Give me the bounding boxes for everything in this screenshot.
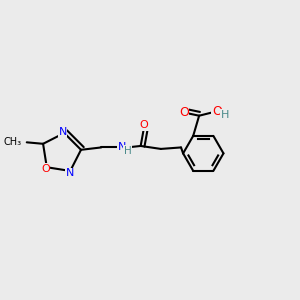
Text: N: N [58,127,67,137]
Text: N: N [118,142,126,152]
Text: O: O [179,106,189,119]
Text: H: H [220,110,229,119]
Text: N: N [66,168,74,178]
Text: H: H [124,146,131,156]
Text: CH₃: CH₃ [3,137,21,147]
Text: O: O [212,105,222,118]
Text: O: O [41,164,50,174]
Text: O: O [140,121,148,130]
